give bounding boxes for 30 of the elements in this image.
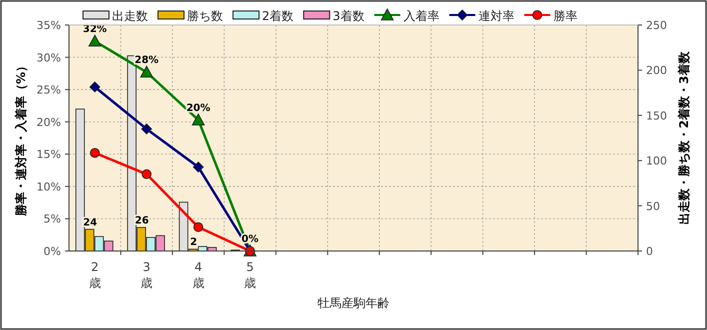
y2-tick-label: 100 (646, 154, 667, 168)
y-tick-label: 35% (36, 19, 61, 32)
data-label: 20% (186, 102, 210, 114)
y-tick-label: 20% (36, 116, 61, 129)
legend-label: 3着数 (332, 9, 364, 23)
y-axis-title: 勝率・連対率・入着率（%） (14, 60, 28, 218)
y-tick-label: 15% (36, 148, 61, 162)
legend-label: 勝ち数 (187, 9, 223, 23)
legend-label: 入着率 (403, 9, 440, 23)
y-tick-label: 0% (44, 245, 61, 258)
data-label: 2 (190, 237, 198, 248)
x-tick-label: 5歳 (244, 260, 256, 290)
y-tick-label: 5% (44, 212, 61, 226)
y-tick-label: 10% (36, 180, 61, 194)
y2-tick-label: 250 (646, 19, 667, 32)
x-axis-title: 牡馬産駒年齢 (318, 296, 390, 310)
legend-label: 出走数 (112, 9, 148, 23)
y2-tick-label: 0 (646, 245, 653, 258)
y2-axis-title: 出走数・勝ち数・2着数・3着数 (677, 50, 691, 224)
y-tick-label: 25% (36, 84, 61, 97)
y2-tick-label: 150 (646, 109, 667, 122)
legend-label: 2着数 (262, 9, 294, 23)
legend-label: 連対率 (478, 9, 514, 23)
x-tick-label: 4歳 (192, 260, 204, 290)
legend-label: 勝率 (553, 9, 578, 23)
x-tick-label: 3歳 (140, 260, 153, 290)
y2-tick-label: 50 (646, 200, 660, 213)
x-tick-label: 2歳 (88, 260, 101, 290)
y-tick-label: 30% (36, 51, 61, 64)
y2-tick-label: 200 (646, 64, 667, 78)
